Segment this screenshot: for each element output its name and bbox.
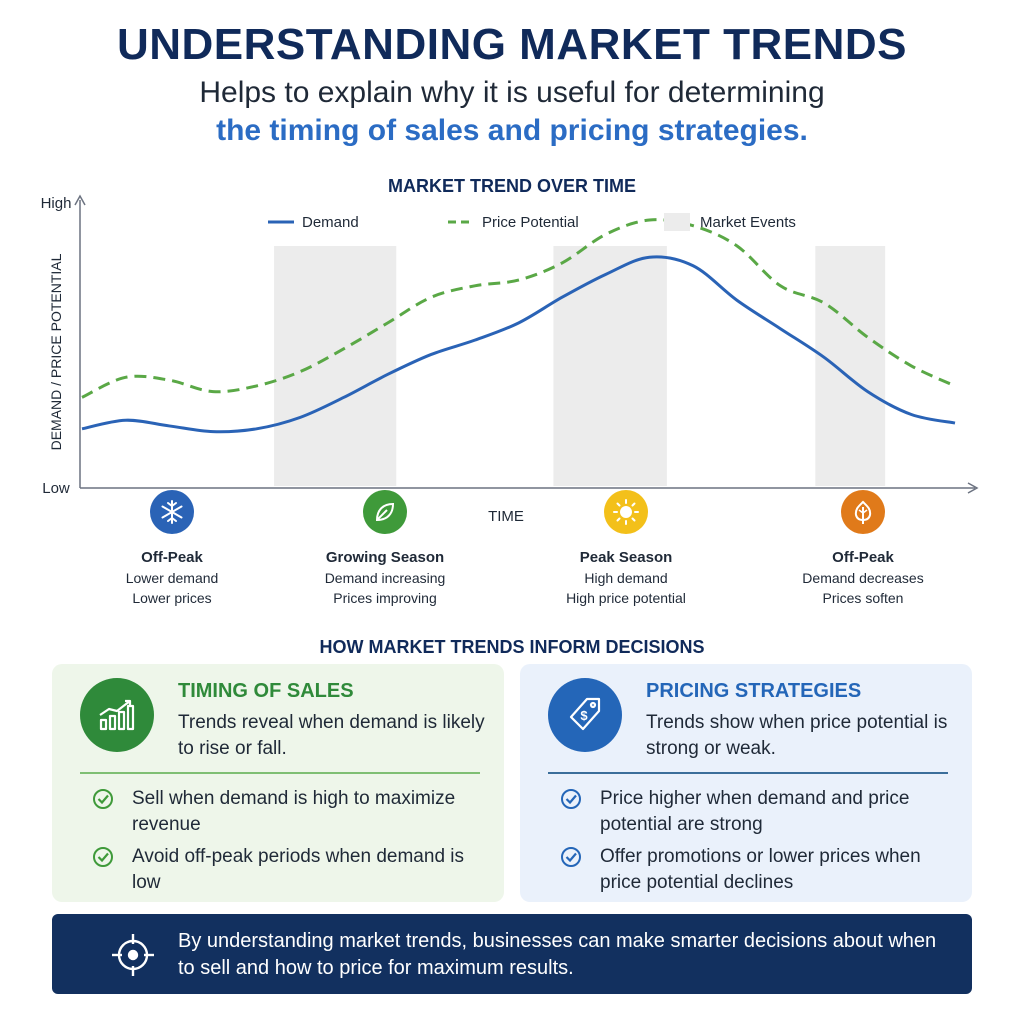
- season-line-2: Lower prices: [132, 590, 212, 606]
- season-title: Off-Peak: [141, 549, 203, 566]
- chart-title: MARKET TREND OVER TIME: [387, 176, 636, 196]
- y-axis-arrow: [74, 194, 86, 206]
- snowflake-icon: [150, 490, 194, 534]
- market-event-band: [553, 246, 667, 486]
- season-growing: Growing Season Demand increasing Prices …: [290, 490, 480, 608]
- market-trend-chart: High Low DEMAND / PRICE POTENTIAL Demand…: [41, 194, 979, 497]
- season-off-peak-winter: Off-Peak Lower demand Lower prices: [77, 490, 267, 608]
- bullet-text: Offer promotions or lower prices when pr…: [600, 846, 921, 893]
- season-line-1: Lower demand: [125, 570, 219, 586]
- svg-text:$: $: [580, 708, 588, 723]
- legend-demand-label: Demand: [302, 214, 359, 231]
- market-event-band: [815, 246, 886, 486]
- timing-bullet: Avoid off-peak periods when demand is lo…: [93, 844, 472, 896]
- pricing-title: PRICING STRATEGIES: [646, 680, 862, 702]
- legend-price-label: Price Potential: [482, 214, 579, 231]
- check-icon: [93, 847, 113, 867]
- bullet-text: Sell when demand is high to maximize rev…: [132, 788, 456, 835]
- legend: Demand Price Potential Market Events: [268, 213, 796, 231]
- season-off-peak-autumn: Off-Peak Demand decreases Prices soften: [768, 490, 958, 608]
- target-icon: [112, 934, 154, 976]
- y-tick-high: High: [41, 195, 72, 212]
- legend-events-swatch: [664, 213, 690, 231]
- timing-title: TIMING OF SALES: [178, 680, 354, 702]
- y-axis-label: DEMAND / PRICE POTENTIAL: [48, 253, 64, 450]
- x-axis-label: TIME: [488, 508, 524, 525]
- timing-desc: Trends reveal when demand is likely to r…: [178, 712, 485, 759]
- season-peak: Peak Season High demand High price poten…: [531, 490, 721, 608]
- check-icon: [561, 847, 581, 867]
- season-line-2: High price potential: [566, 590, 686, 606]
- pricing-strategies-card: $ PRICING STRATEGIES Trends show when pr…: [520, 664, 972, 902]
- legend-events-label: Market Events: [700, 214, 796, 231]
- banner-text: By understanding market trends, business…: [178, 930, 937, 979]
- axes: [74, 194, 979, 494]
- season-line-1: Demand increasing: [324, 570, 446, 586]
- autumn-leaf-icon: [841, 490, 885, 534]
- season-line-1: High demand: [584, 570, 668, 586]
- series-layer: [81, 218, 956, 434]
- season-line-1: Demand decreases: [802, 570, 924, 586]
- pricing-bullet: Offer promotions or lower prices when pr…: [561, 844, 940, 896]
- price-tag-icon: $: [548, 678, 622, 752]
- subtitle-line-1: Helps to explain why it is useful for de…: [199, 76, 825, 109]
- season-line-2: Prices soften: [822, 590, 904, 606]
- event-bands: [274, 246, 886, 486]
- series-line-price-potential: [81, 218, 956, 399]
- summary-banner: By understanding market trends, business…: [52, 914, 972, 994]
- page-title: UNDERSTANDING MARKET TRENDS: [116, 20, 907, 69]
- pricing-desc: Trends show when price potential is stro…: [646, 712, 948, 759]
- timing-of-sales-card: TIMING OF SALES Trends reveal when deman…: [52, 664, 504, 902]
- pricing-bullet: Price higher when demand and price poten…: [561, 786, 940, 838]
- market-event-band: [274, 246, 397, 486]
- series-line-demand: [81, 255, 956, 434]
- season-line-2: Prices improving: [333, 590, 437, 606]
- sun-icon: [604, 490, 648, 534]
- bullet-text: Avoid off-peak periods when demand is lo…: [132, 846, 465, 893]
- subtitle-line-2: the timing of sales and pricing strategi…: [216, 114, 808, 147]
- decisions-title: HOW MARKET TRENDS INFORM DECISIONS: [319, 637, 705, 657]
- y-tick-low: Low: [42, 480, 70, 497]
- pricing-divider: [548, 772, 948, 774]
- bullet-text: Price higher when demand and price poten…: [600, 788, 910, 835]
- season-title: Growing Season: [325, 549, 445, 566]
- season-title: Off-Peak: [832, 549, 894, 566]
- check-icon: [561, 789, 581, 809]
- timing-bullet: Sell when demand is high to maximize rev…: [93, 786, 472, 838]
- check-icon: [93, 789, 113, 809]
- leaf-icon: [363, 490, 407, 534]
- x-axis-arrow: [967, 482, 979, 494]
- timing-divider: [80, 772, 480, 774]
- season-title: Peak Season: [579, 549, 673, 566]
- growth-chart-icon: [80, 678, 154, 752]
